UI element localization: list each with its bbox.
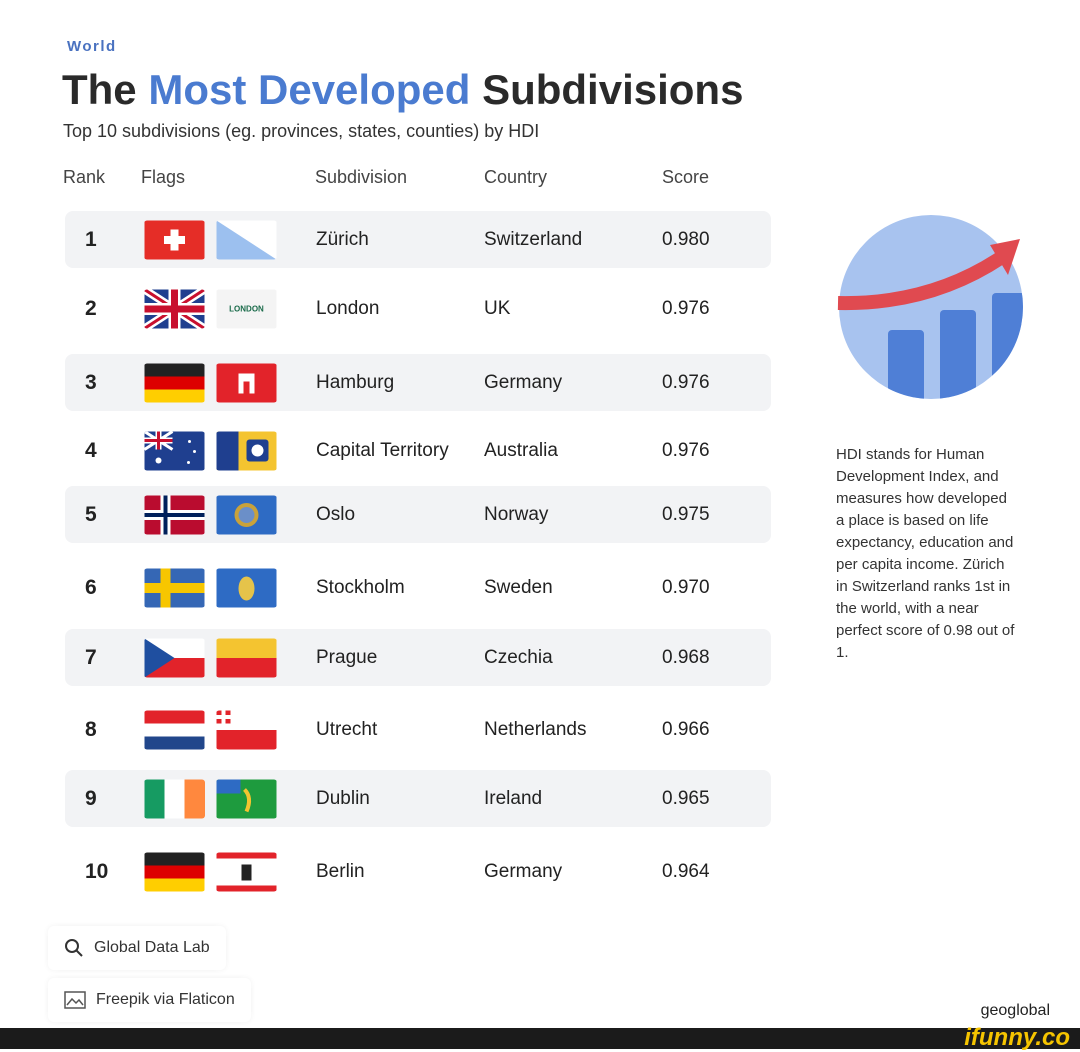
- rank: 4: [85, 438, 97, 462]
- subdivision: Stockholm: [316, 576, 405, 598]
- country: Czechia: [484, 646, 553, 668]
- country: Australia: [484, 439, 558, 461]
- prague-flag-icon: [216, 638, 277, 677]
- rank: 8: [85, 717, 97, 741]
- london-flag-icon: LONDON: [216, 289, 277, 328]
- score: 0.976: [662, 439, 710, 461]
- country: Ireland: [484, 787, 543, 809]
- score: 0.976: [662, 371, 710, 393]
- table-row: 2 LONDON London UK 0.976: [65, 280, 771, 337]
- subdivision: Oslo: [316, 503, 356, 525]
- table-row: 8 Utrecht Netherlands 0.966: [65, 701, 771, 758]
- page-title: The Most Developed Subdivisions: [62, 66, 743, 114]
- table-row: 5 Oslo Norway 0.975: [65, 486, 771, 543]
- subdivision: Berlin: [316, 860, 365, 882]
- table-row: 10 Berlin Germany 0.964: [65, 843, 771, 900]
- australia-flag-icon: [144, 431, 205, 470]
- uk-flag-icon: [144, 289, 205, 328]
- switzerland-flag-icon: [144, 220, 205, 259]
- score: 0.975: [662, 503, 710, 525]
- germany-flag-icon: [144, 363, 205, 402]
- czechia-flag-icon: [144, 638, 205, 677]
- germany-flag-icon: [144, 852, 205, 891]
- header-country: Country: [484, 167, 548, 187]
- illustration-bar: [940, 310, 976, 399]
- table-row: 9 Dublin Ireland 0.965: [65, 770, 771, 827]
- watermark: ifunny.co: [964, 1024, 1070, 1051]
- table-row: 6 Stockholm Sweden 0.970: [65, 559, 771, 616]
- rank: 6: [85, 575, 97, 599]
- score: 0.965: [662, 787, 710, 809]
- title-part2: Subdivisions: [470, 66, 744, 113]
- act-flag-icon: [216, 431, 277, 470]
- subdivision: Zürich: [316, 228, 369, 250]
- source-global-data-lab[interactable]: Global Data Lab: [48, 926, 226, 970]
- hamburg-flag-icon: [216, 363, 277, 402]
- rank: 3: [85, 370, 97, 394]
- rank: 5: [85, 502, 97, 526]
- trend-arrow: [837, 251, 1006, 311]
- source-label: Freepik via Flaticon: [96, 991, 235, 1008]
- country: Norway: [484, 503, 549, 525]
- stockholm-flag-icon: [216, 568, 277, 607]
- table-row: 3 Hamburg Germany 0.976: [65, 354, 771, 411]
- subdivision: Dublin: [316, 787, 370, 809]
- title-part1: The: [62, 66, 149, 113]
- table-row: 4 Capital Territory Australia 0.976: [65, 422, 771, 479]
- netherlands-flag-icon: [144, 710, 205, 749]
- rank: 2: [85, 296, 97, 320]
- berlin-flag-icon: [216, 852, 277, 891]
- score: 0.980: [662, 228, 710, 250]
- country: UK: [484, 297, 511, 319]
- score: 0.964: [662, 860, 710, 882]
- search-icon: [65, 939, 83, 957]
- score: 0.970: [662, 576, 710, 598]
- score: 0.968: [662, 646, 710, 668]
- illustration-circle: [839, 215, 1023, 399]
- rank: 10: [85, 859, 109, 883]
- brand: geoglobal: [980, 1002, 1050, 1019]
- title-highlight: Most Developed: [148, 66, 471, 113]
- source-freepik[interactable]: Freepik via Flaticon: [48, 978, 251, 1022]
- country: Germany: [484, 860, 563, 882]
- subdivision: London: [316, 297, 380, 319]
- dublin-flag-icon: [216, 779, 277, 818]
- zurich-flag-icon: [216, 220, 277, 259]
- country: Germany: [484, 371, 563, 393]
- illustration-bar: [888, 330, 924, 399]
- rank: 7: [85, 645, 97, 669]
- image-icon: [64, 991, 86, 1009]
- sweden-flag-icon: [144, 568, 205, 607]
- arrow-head: [990, 239, 1020, 275]
- table-row: 7 Prague Czechia 0.968: [65, 629, 771, 686]
- country: Netherlands: [484, 718, 587, 740]
- table-row: 1 Zürich Switzerland 0.980: [65, 211, 771, 268]
- country: Switzerland: [484, 228, 583, 250]
- watermark-bar: [0, 1028, 1080, 1049]
- rank: 1: [85, 227, 97, 251]
- header-score: Score: [662, 167, 710, 187]
- subdivision: Prague: [316, 646, 378, 668]
- subdivision: Utrecht: [316, 718, 378, 740]
- header-rank: Rank: [63, 167, 106, 187]
- country: Sweden: [484, 576, 553, 598]
- score: 0.976: [662, 297, 710, 319]
- kicker: World: [67, 38, 117, 55]
- norway-flag-icon: [144, 495, 205, 534]
- oslo-flag-icon: [216, 495, 277, 534]
- side-note: HDI stands for Human Development Index, …: [836, 446, 1015, 661]
- ireland-flag-icon: [144, 779, 205, 818]
- rank: 9: [85, 786, 97, 810]
- illustration-bar: [992, 293, 1023, 399]
- score: 0.966: [662, 718, 710, 740]
- subtitle: Top 10 subdivisions (eg. provinces, stat…: [63, 121, 540, 141]
- header-flags: Flags: [141, 167, 186, 187]
- source-label: Global Data Lab: [94, 939, 210, 956]
- svg-text:LONDON: LONDON: [229, 304, 264, 313]
- subdivision: Hamburg: [316, 371, 395, 393]
- subdivision: Capital Territory: [316, 439, 449, 461]
- utrecht-flag-icon: [216, 710, 277, 749]
- growth-chart-illustration: [837, 215, 1023, 399]
- header-subdivision: Subdivision: [315, 167, 408, 187]
